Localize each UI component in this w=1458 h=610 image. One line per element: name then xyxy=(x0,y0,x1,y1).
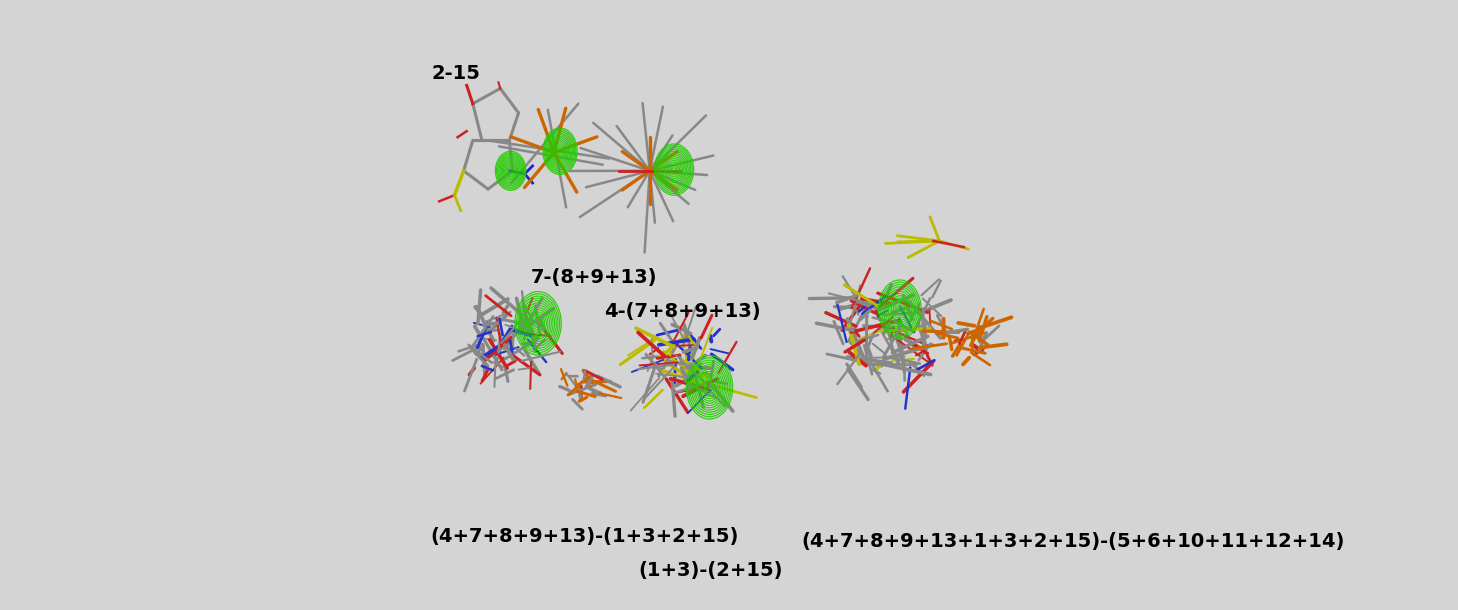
Text: 4-(7+8+9+13): 4-(7+8+9+13) xyxy=(604,301,761,321)
Text: 2-15: 2-15 xyxy=(432,63,480,83)
Text: (4+7+8+9+13+1+3+2+15)-(5+6+10+11+12+14): (4+7+8+9+13+1+3+2+15)-(5+6+10+11+12+14) xyxy=(800,532,1344,551)
Text: 7-(8+9+13): 7-(8+9+13) xyxy=(531,268,658,287)
Text: (4+7+8+9+13)-(1+3+2+15): (4+7+8+9+13)-(1+3+2+15) xyxy=(430,527,738,547)
Text: (1+3)-(2+15): (1+3)-(2+15) xyxy=(639,561,783,580)
